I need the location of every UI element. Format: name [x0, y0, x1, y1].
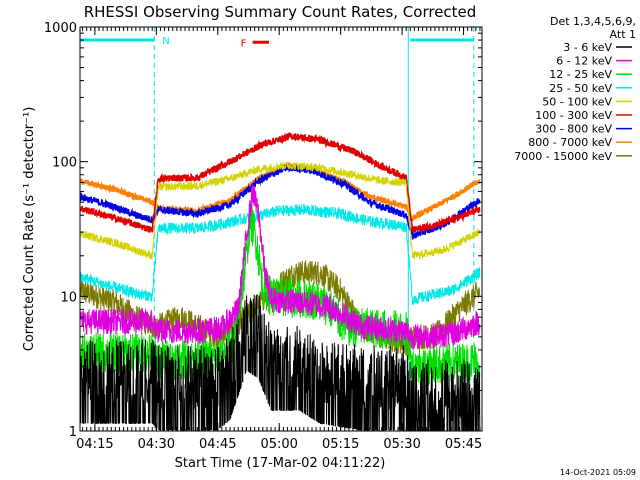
legend-label: 6 - 12 keV: [556, 55, 612, 68]
series-line-100-300-kev: [80, 131, 481, 235]
series-line-6-12-kev: [80, 184, 481, 350]
x-tick-label: 05:00: [260, 437, 297, 452]
legend-label: 3 - 6 keV: [563, 41, 612, 54]
chart-title: RHESSI Observing Summary Count Rates, Co…: [84, 3, 477, 21]
x-tick-label: 05:30: [383, 437, 420, 452]
flag-label-n: N: [162, 36, 169, 47]
x-tick-label: 05:15: [322, 437, 359, 452]
legend-label: 7000 - 15000 keV: [514, 150, 612, 163]
series-line-50-100-kev: [80, 161, 481, 260]
y-axis: 1 10 100 1000: [44, 21, 482, 440]
x-tick-label: 05:45: [445, 437, 482, 452]
y-tick-label: 1000: [44, 21, 77, 36]
y-tick-label: 100: [52, 156, 77, 171]
legend-label: 50 - 100 keV: [542, 95, 612, 108]
legend-label: 800 - 7000 keV: [528, 136, 612, 149]
flag-label-f: F: [241, 38, 247, 49]
plot-frame: [79, 26, 483, 432]
series-line-25-50-kev: [80, 203, 481, 306]
footer-date: 14-Oct-2021 05:09: [560, 468, 636, 477]
x-axis-label: Start Time (17-Mar-02 04:11:22): [175, 456, 386, 471]
y-tick-label: 10: [60, 290, 77, 305]
legend-header-2: Att 1: [610, 28, 636, 41]
data-layer: [80, 27, 481, 431]
legend-label: 100 - 300 keV: [535, 109, 612, 122]
y-axis-label: Corrected Count Rate (s⁻¹ detector⁻¹): [22, 107, 37, 352]
legend-label: 300 - 800 keV: [535, 123, 612, 136]
x-tick-label: 04:45: [199, 437, 236, 452]
series-line-3-6-kev: [80, 294, 481, 431]
legend-label: 12 - 25 keV: [549, 68, 612, 81]
x-tick-label: 04:30: [138, 437, 175, 452]
legend-label: 25 - 50 keV: [549, 82, 612, 95]
legend-header-1: Det 1,3,4,5,6,9,: [550, 15, 636, 28]
x-axis: 04:15 04:30 04:45 05:00 05:15 05:30 05:45: [76, 27, 482, 452]
y-tick-label: 1: [69, 425, 77, 440]
x-tick-label: 04:15: [76, 437, 113, 452]
